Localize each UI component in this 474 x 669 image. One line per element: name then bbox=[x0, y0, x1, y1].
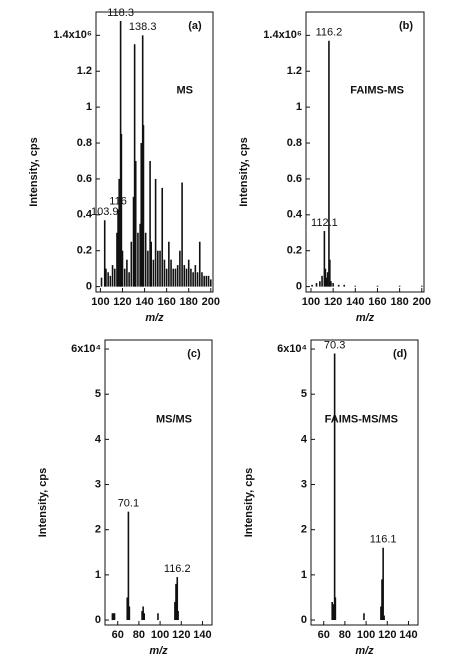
x-tick-label: 100 bbox=[91, 296, 109, 308]
panel-title: FAIMS-MS bbox=[350, 84, 404, 96]
y-tick-label: 0.4 bbox=[77, 209, 93, 221]
y-tick-label: 1 bbox=[95, 569, 101, 581]
x-axis-title: m/z bbox=[145, 312, 164, 324]
x-tick-label: 120 bbox=[172, 629, 190, 641]
x-tick-label: 140 bbox=[399, 629, 417, 641]
y-tick-label: 1.4x10⁶ bbox=[53, 29, 92, 41]
x-axis-title: m/z bbox=[356, 312, 375, 324]
panel-label: (b) bbox=[399, 20, 413, 32]
peak-label: 112.1 bbox=[311, 217, 338, 229]
x-tick-label: 100 bbox=[357, 629, 375, 641]
x-tick-label: 120 bbox=[324, 296, 342, 308]
y-tick-label: 1 bbox=[296, 101, 302, 113]
y-tick-label: 0.6 bbox=[287, 173, 302, 185]
peaks bbox=[331, 353, 385, 621]
y-tick-label: 0 bbox=[86, 281, 92, 293]
peak-label: 116.1 bbox=[370, 534, 397, 546]
panel-title: MS bbox=[177, 84, 194, 96]
x-tick-label: 100 bbox=[151, 629, 169, 641]
y-tick-label: 0.2 bbox=[287, 245, 302, 257]
peak-label: 70.3 bbox=[324, 339, 345, 351]
y-axis-title: Intensity, cps bbox=[37, 468, 49, 537]
x-tick-label: 60 bbox=[318, 629, 330, 641]
y-tick-label: 6x10⁴ bbox=[277, 343, 307, 355]
panel-label: (d) bbox=[393, 348, 407, 360]
y-tick-label: 0 bbox=[296, 281, 302, 293]
plot-frame bbox=[104, 339, 213, 626]
y-tick-label: 1.2 bbox=[77, 65, 92, 77]
x-tick-label: 140 bbox=[193, 629, 211, 641]
y-tick-label: 0.8 bbox=[77, 137, 92, 149]
y-tick-label: 1 bbox=[86, 101, 92, 113]
y-tick-label: 4 bbox=[95, 433, 102, 445]
x-tick-label: 120 bbox=[378, 629, 396, 641]
x-tick-label: 120 bbox=[113, 296, 131, 308]
y-axis-title: Intensity, cps bbox=[238, 137, 250, 206]
x-axis-title: m/z bbox=[149, 645, 168, 657]
panel-title: FAIMS-MS/MS bbox=[325, 414, 398, 426]
peak-label: 116.2 bbox=[316, 27, 343, 39]
peak-label: 138.3 bbox=[129, 21, 157, 33]
y-tick-label: 0 bbox=[95, 614, 101, 626]
peaks bbox=[311, 40, 423, 287]
peak-label: 103.9 bbox=[91, 206, 119, 218]
panel-title: MS/MS bbox=[156, 414, 192, 426]
y-tick-label: 0.4 bbox=[287, 209, 303, 221]
peaks bbox=[100, 20, 212, 287]
y-tick-label: 3 bbox=[95, 478, 101, 490]
y-tick-label: 1 bbox=[301, 569, 307, 581]
y-tick-label: 0.2 bbox=[77, 245, 92, 257]
panel-label: (a) bbox=[188, 20, 202, 32]
y-axis-title: Intensity, cps bbox=[243, 468, 255, 537]
panel-label: (c) bbox=[187, 348, 201, 360]
x-tick-label: 200 bbox=[413, 296, 431, 308]
peak-label: 70.1 bbox=[118, 498, 139, 510]
y-tick-label: 6x10⁴ bbox=[71, 343, 101, 355]
y-tick-label: 5 bbox=[301, 388, 307, 400]
y-tick-label: 1.4x10⁶ bbox=[263, 29, 302, 41]
x-tick-label: 140 bbox=[346, 296, 364, 308]
x-tick-label: 100 bbox=[302, 296, 320, 308]
y-tick-label: 0 bbox=[301, 614, 307, 626]
peaks bbox=[111, 511, 179, 621]
y-tick-label: 0.8 bbox=[287, 137, 302, 149]
x-tick-label: 60 bbox=[112, 629, 124, 641]
x-axis-title: m/z bbox=[355, 645, 374, 657]
x-tick-label: 160 bbox=[157, 296, 175, 308]
y-tick-label: 3 bbox=[301, 478, 307, 490]
x-tick-label: 180 bbox=[180, 296, 198, 308]
peak-label: 116.2 bbox=[164, 563, 191, 575]
y-tick-label: 0.6 bbox=[77, 173, 92, 185]
y-tick-label: 2 bbox=[95, 524, 101, 536]
y-tick-label: 1.2 bbox=[287, 65, 302, 77]
x-tick-label: 140 bbox=[135, 296, 153, 308]
plot-frame bbox=[305, 11, 425, 293]
peak-label: 118.3 bbox=[107, 7, 134, 19]
y-tick-label: 2 bbox=[301, 524, 307, 536]
y-tick-label: 5 bbox=[95, 388, 101, 400]
x-tick-label: 160 bbox=[368, 296, 386, 308]
peak-label: 116 bbox=[109, 195, 127, 207]
plot-frame bbox=[95, 11, 214, 293]
y-axis-title: Intensity, cps bbox=[28, 137, 40, 206]
x-tick-label: 180 bbox=[390, 296, 408, 308]
plot-frame bbox=[310, 339, 419, 626]
y-tick-label: 4 bbox=[301, 433, 308, 445]
x-tick-label: 80 bbox=[133, 629, 145, 641]
x-tick-label: 80 bbox=[339, 629, 351, 641]
x-tick-label: 200 bbox=[202, 296, 220, 308]
